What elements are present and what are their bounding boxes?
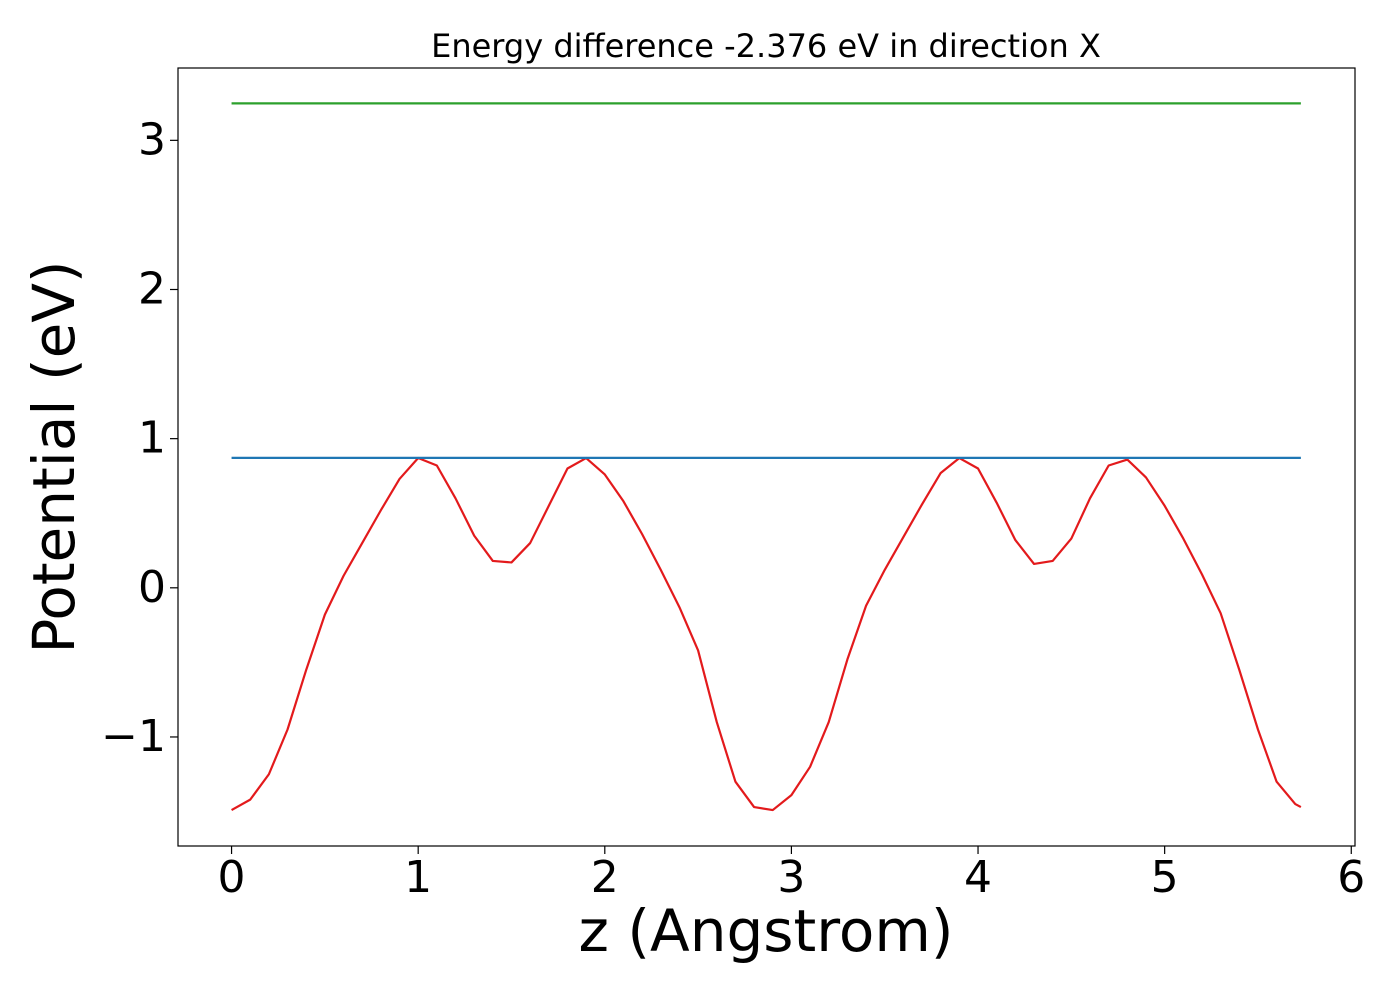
plot-frame [177,67,1356,847]
chart-title: Energy difference -2.376 eV in direction… [431,27,1101,65]
x-tick-label: 5 [1151,852,1179,903]
x-axis-label: z (Angstrom) [579,897,954,965]
x-tick-label: 0 [218,852,246,903]
y-axis-label: Potential (eV) [20,260,88,653]
y-tick-label: 0 [138,562,166,613]
y-tick-label: 2 [138,263,166,314]
y-tick-label: 3 [138,114,166,165]
x-tick-label: 3 [777,852,805,903]
y-tick-label: −1 [101,711,166,762]
data-line [231,456,1302,812]
x-tick-label: 1 [404,852,432,903]
x-tick-label: 2 [591,852,619,903]
x-tick-label: 4 [964,852,992,903]
x-tick-label: 6 [1337,852,1365,903]
y-tick-label: 1 [138,413,166,464]
